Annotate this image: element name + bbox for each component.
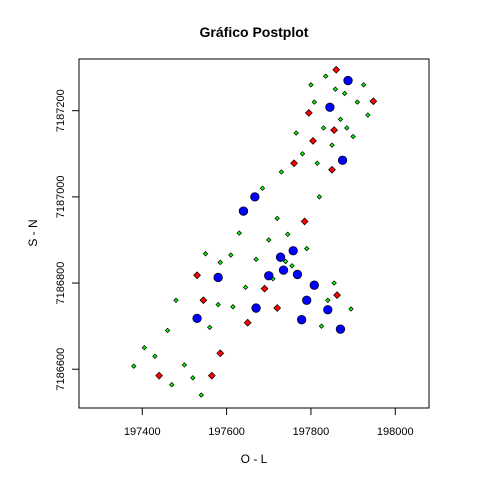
data-point — [207, 324, 213, 331]
data-point — [325, 102, 335, 112]
y-tick-label: 7186600 — [55, 348, 67, 391]
data-point — [365, 112, 371, 118]
data-point — [343, 75, 353, 86]
data-points — [131, 65, 378, 398]
data-point — [337, 116, 344, 123]
data-point — [309, 136, 317, 145]
data-point — [300, 217, 309, 226]
data-point — [344, 125, 350, 131]
data-point — [216, 349, 225, 358]
data-point — [290, 159, 298, 168]
data-point — [181, 362, 188, 368]
chart-title: Gráfico Postplot — [200, 24, 309, 40]
data-point — [335, 324, 346, 334]
data-point — [329, 142, 335, 148]
data-point — [275, 252, 286, 262]
data-point — [288, 246, 298, 256]
data-point — [282, 258, 289, 265]
data-point — [131, 363, 137, 369]
y-axis-label: S - N — [26, 219, 40, 246]
data-point — [251, 303, 261, 313]
data-point — [242, 284, 249, 291]
data-point — [169, 382, 175, 388]
x-tick-label: 197400 — [124, 426, 161, 438]
data-point — [190, 375, 196, 381]
data-point — [207, 371, 216, 380]
data-point — [273, 304, 282, 312]
data-point — [320, 125, 327, 131]
data-point — [332, 65, 341, 74]
data-point — [293, 130, 299, 136]
data-point — [337, 155, 348, 165]
y-axis: 7186600 7186800 7187000 7187200 — [55, 89, 79, 391]
data-point — [328, 165, 336, 174]
data-point — [348, 306, 354, 312]
data-point — [350, 133, 356, 140]
data-point — [228, 252, 234, 258]
plot-frame — [78, 58, 430, 409]
data-point — [314, 160, 320, 166]
data-point — [325, 297, 331, 303]
data-point — [292, 269, 303, 280]
y-tick-label: 7186800 — [55, 262, 67, 305]
data-point — [278, 265, 289, 275]
data-point — [354, 99, 361, 105]
data-point — [285, 231, 291, 238]
data-point — [318, 323, 325, 329]
data-point — [369, 97, 378, 106]
data-point — [141, 344, 148, 351]
data-point — [289, 263, 295, 269]
data-point — [274, 215, 280, 222]
data-point — [198, 392, 204, 398]
data-point — [299, 151, 306, 157]
data-point — [192, 313, 202, 324]
data-point — [199, 296, 208, 305]
x-axis-label: O - L — [241, 452, 268, 466]
data-point — [316, 194, 323, 200]
y-tick-label: 7187200 — [55, 89, 67, 132]
data-point — [155, 371, 164, 380]
data-point — [332, 86, 339, 92]
data-point — [202, 251, 209, 257]
data-point — [259, 185, 266, 191]
data-point — [264, 271, 274, 281]
data-point — [309, 280, 319, 290]
y-tick-label: 7187000 — [55, 175, 67, 218]
data-point — [253, 256, 259, 263]
data-point — [304, 108, 313, 117]
data-point — [322, 73, 329, 79]
data-point — [278, 169, 285, 175]
data-point — [323, 305, 333, 315]
data-point — [360, 82, 367, 88]
data-point — [260, 284, 269, 293]
data-point — [250, 192, 260, 202]
data-point — [297, 315, 307, 325]
data-point — [304, 245, 310, 252]
data-point — [215, 301, 221, 308]
data-point — [230, 304, 236, 310]
x-axis: 197400 197600 197800 198000 — [124, 408, 414, 438]
data-point — [243, 318, 252, 327]
data-point — [311, 99, 317, 105]
data-point — [333, 291, 341, 300]
x-tick-label: 198000 — [377, 426, 414, 438]
data-point — [266, 237, 272, 243]
data-point — [217, 259, 223, 266]
data-point — [330, 126, 339, 134]
x-tick-label: 197800 — [293, 426, 330, 438]
data-point — [164, 327, 171, 334]
data-point — [308, 82, 314, 88]
data-point — [152, 353, 158, 359]
data-point — [193, 271, 201, 280]
data-point — [331, 280, 337, 286]
data-point — [173, 297, 179, 303]
data-point — [236, 230, 242, 236]
data-point — [213, 272, 223, 283]
data-point — [341, 90, 348, 97]
x-tick-label: 197600 — [208, 426, 245, 438]
data-point — [302, 295, 312, 305]
data-point — [238, 206, 249, 216]
